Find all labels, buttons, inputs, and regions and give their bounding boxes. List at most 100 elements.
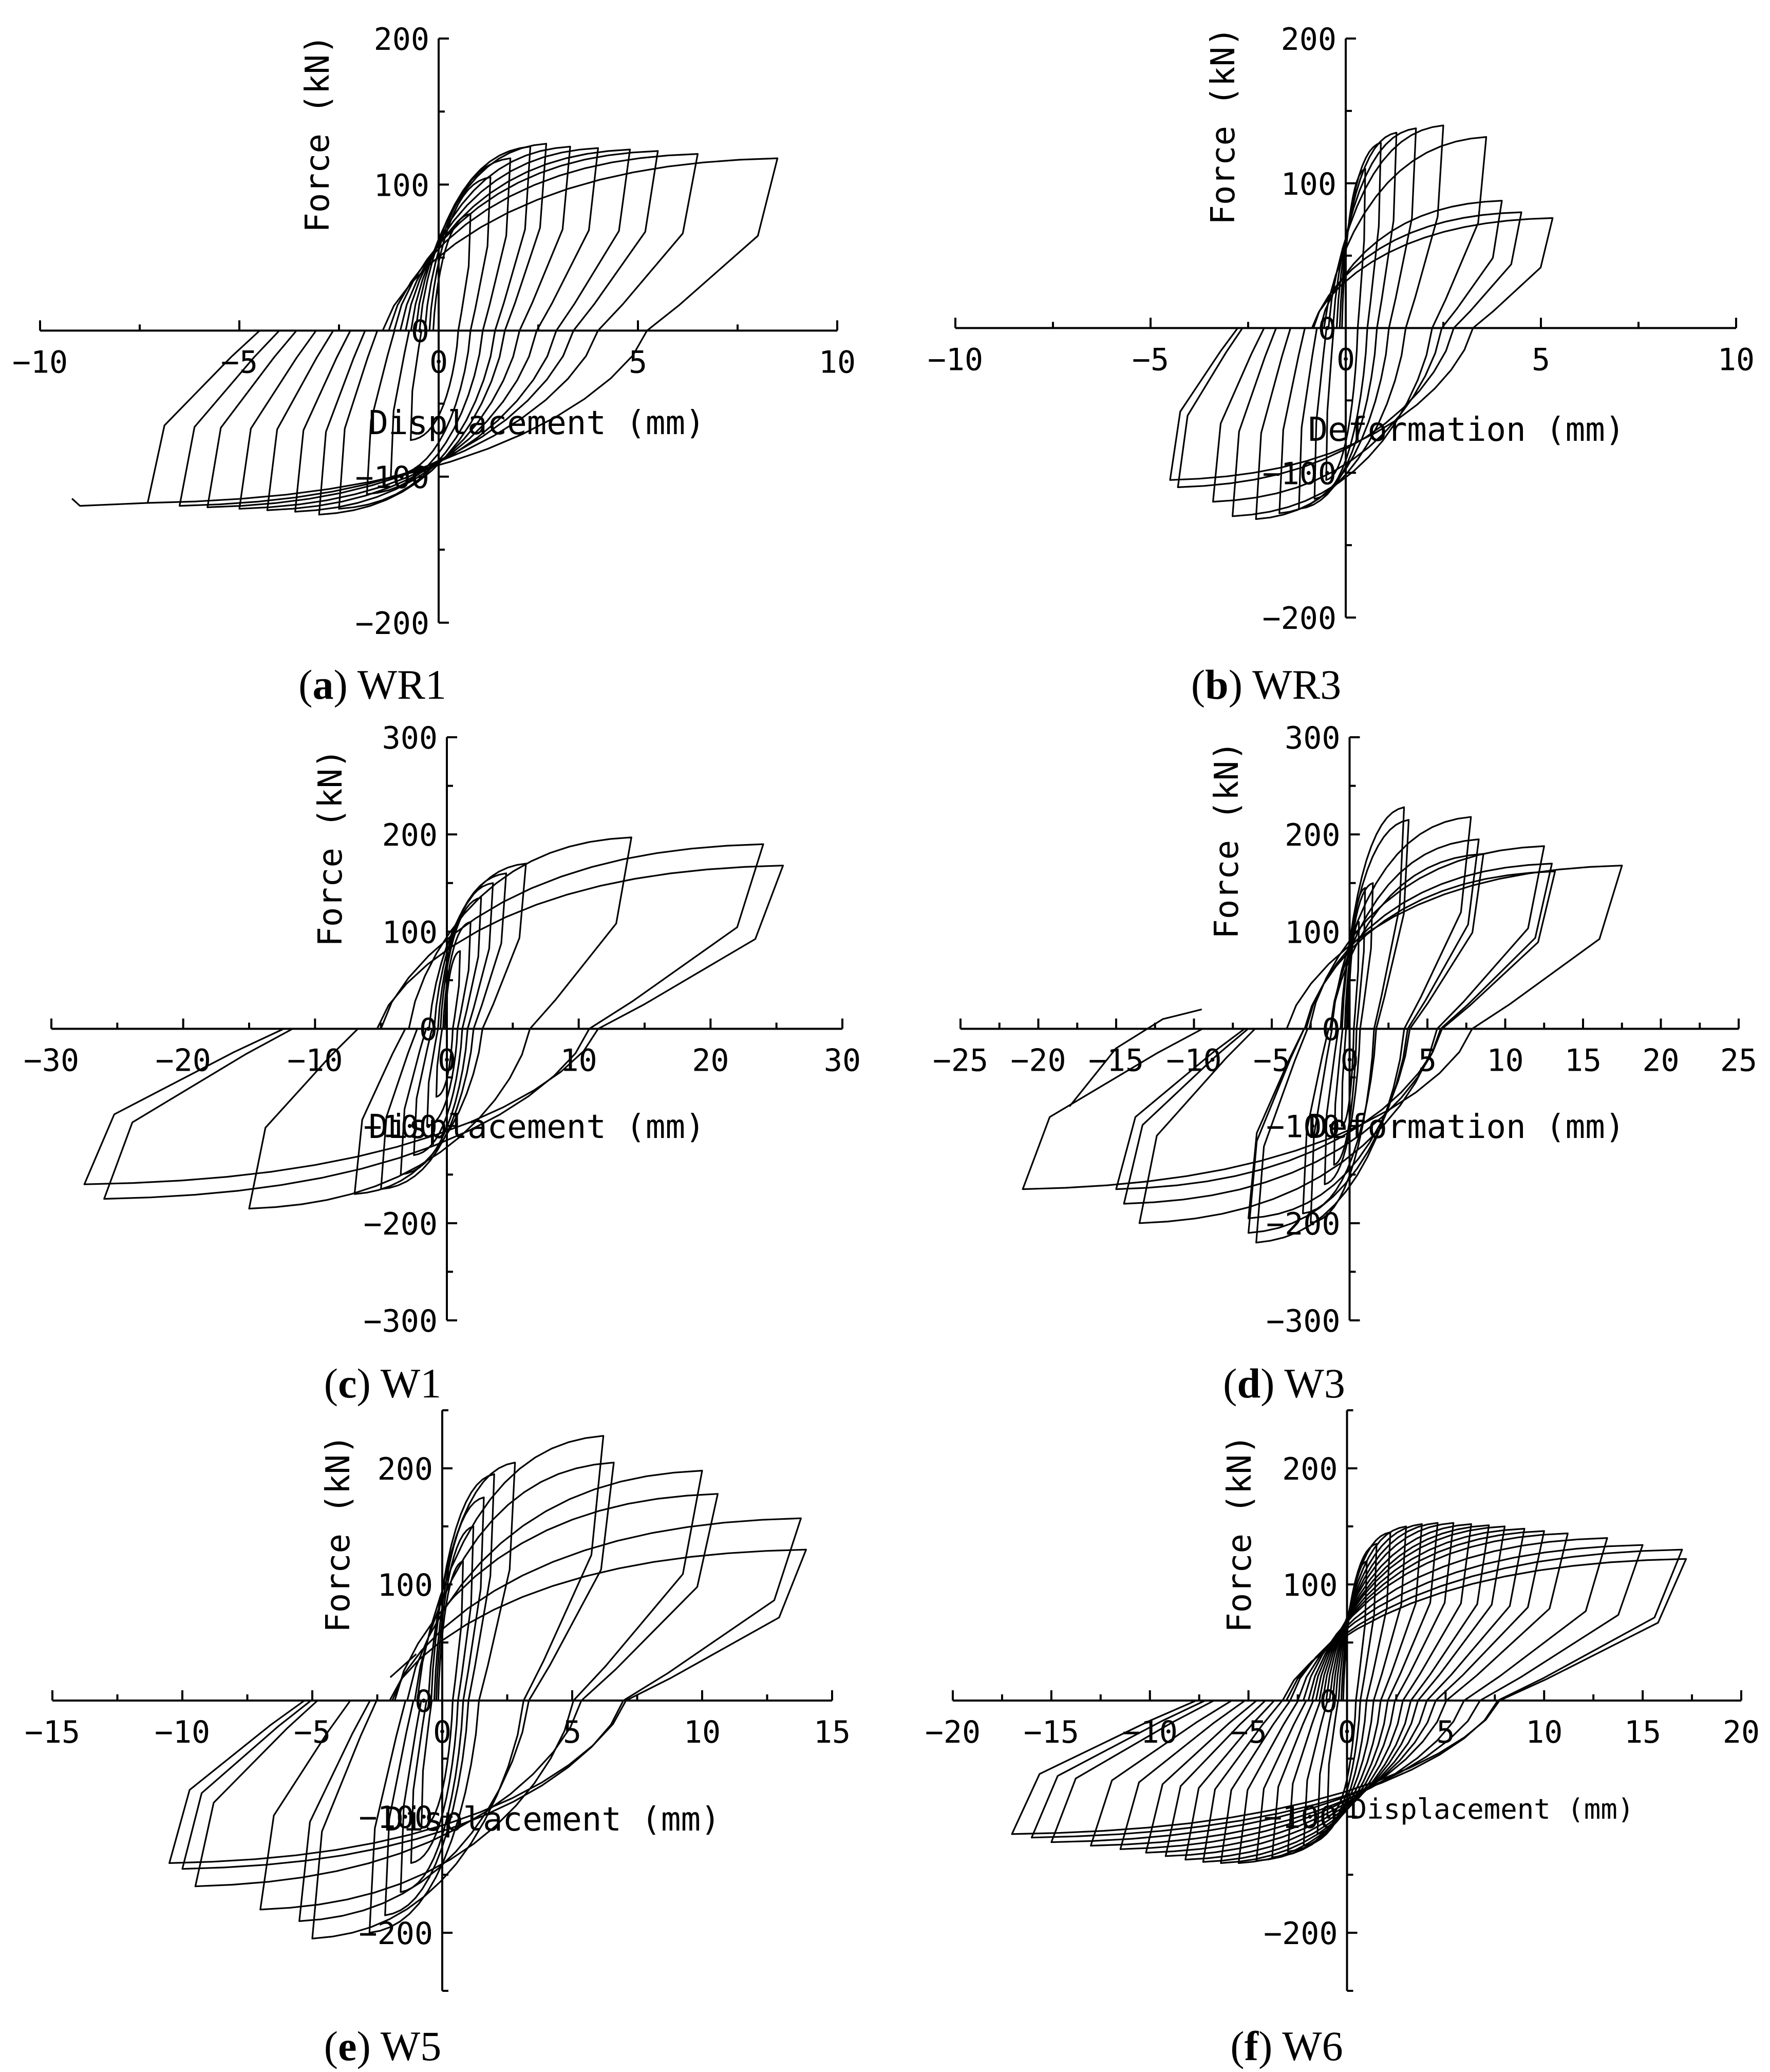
hysteresis-loop (413, 897, 482, 1156)
hysteresis-loop (311, 1435, 605, 1939)
x-tick-label: 15 (1565, 1043, 1602, 1079)
y-tick-label: −200 (364, 1206, 438, 1242)
x-tick-label: 0 (1336, 342, 1355, 378)
x-axis-title: Displacement (mm) (1350, 1793, 1634, 1825)
x-axis-title: Displacement (mm) (368, 1108, 705, 1146)
hysteresis-loop (318, 143, 548, 516)
x-tick-label: 10 (1718, 342, 1755, 378)
hysteresis-loop (168, 1548, 807, 1864)
panel-caption: (e) W5 (324, 2023, 441, 2069)
panel-caption: (d) W3 (1223, 1360, 1345, 1407)
hysteresis-loop (146, 157, 779, 504)
x-tick-label: 10 (1526, 1714, 1562, 1750)
x-tick-label: 10 (819, 345, 856, 381)
hysteresis-loop (420, 1560, 464, 1830)
hysteresis-loop (1341, 921, 1360, 1127)
panel-caption: (c) W1 (324, 1360, 441, 1407)
tail-curve (71, 498, 148, 507)
x-tick-label: −10 (12, 345, 68, 381)
y-axis-title: Force (kN) (1208, 741, 1246, 939)
hysteresis-loop (1169, 217, 1554, 481)
hysteresis-loop (238, 148, 631, 510)
x-tick-label: −20 (155, 1043, 211, 1079)
hysteresis-loop (1011, 1558, 1687, 1835)
hysteresis-loop (1298, 132, 1398, 510)
hysteresis-loop (298, 1462, 615, 1922)
hysteresis-loop (248, 836, 632, 1210)
hysteresis-loop (1177, 211, 1522, 488)
y-tick-label: −200 (359, 1916, 434, 1952)
hysteresis-loop (259, 1469, 703, 1911)
hysteresis-loop (1184, 1525, 1506, 1861)
y-tick-label: 200 (382, 817, 438, 853)
hysteresis-loop (1022, 865, 1623, 1190)
x-tick-label: 5 (1532, 342, 1550, 378)
hysteresis-loop (1255, 1522, 1439, 1862)
hysteresis-loop (1030, 1548, 1683, 1839)
x-tick-label: 25 (1720, 1043, 1757, 1079)
hysteresis-loop (1310, 806, 1405, 1224)
x-tick-label: 20 (1723, 1714, 1760, 1750)
x-tick-label: −20 (925, 1714, 981, 1750)
hysteresis-loop (1050, 1544, 1644, 1843)
panel-e: −15 −10 −5 0 5 10 15−200−1000100200Displacemen… (25, 1409, 851, 2069)
x-tick-label: 10 (684, 1714, 721, 1750)
hysteresis-loop (426, 921, 472, 1127)
y-tick-label: 200 (1285, 817, 1340, 853)
hysteresis-loop (384, 1473, 495, 1916)
x-tick-label: −15 (1024, 1714, 1079, 1750)
y-tick-label: 200 (1281, 22, 1336, 58)
hysteresis-loop (103, 843, 764, 1200)
x-tick-label: 5 (563, 1714, 581, 1750)
y-tick-label: 100 (382, 914, 438, 950)
hysteresis-loop (194, 1493, 719, 1888)
y-tick-label: 300 (382, 720, 438, 756)
x-tick-label: 15 (814, 1714, 851, 1750)
x-tick-label: 20 (692, 1043, 729, 1079)
y-tick-label: −200 (1263, 601, 1337, 637)
x-tick-label: 0 (429, 345, 448, 381)
hysteresis-loop (1123, 863, 1553, 1205)
hysteresis-loop (435, 950, 461, 1098)
y-tick-label: 100 (1281, 166, 1336, 202)
hysteresis-loop (1164, 1527, 1526, 1857)
x-tick-label: −20 (1010, 1043, 1066, 1079)
panel-d: −25 −20 −15 −10 −5 0 5 10 15 20 25−300−200−1000100… (933, 720, 1757, 1407)
x-tick-label: −25 (933, 1043, 988, 1079)
x-tick-label: −10 (155, 1714, 210, 1750)
y-axis-title: Force (kN) (312, 749, 350, 946)
hysteresis-loop (266, 147, 599, 511)
y-tick-label: −100 (359, 1800, 434, 1836)
hysteresis-loop (368, 1462, 516, 1934)
y-tick-label: 100 (378, 1567, 433, 1603)
panel-c: −30 −20 −10 0 10 20 30−300−200−1000100200300Di… (24, 720, 861, 1407)
y-axis-title: Force (kN) (1221, 1434, 1259, 1632)
x-tick-label: 30 (824, 1043, 861, 1079)
x-tick-label: 0 (433, 1714, 451, 1750)
hysteresis-loop (1212, 200, 1503, 503)
hysteresis-loop (1237, 1522, 1455, 1864)
x-tick-label: −15 (25, 1714, 80, 1750)
y-tick-label: 200 (378, 1451, 433, 1487)
y-tick-label: −200 (1264, 1916, 1338, 1952)
hysteresis-loop (1232, 136, 1487, 517)
y-tick-label: 200 (1282, 1451, 1338, 1487)
hysteresis-loop (294, 145, 571, 513)
hysteresis-loop (353, 863, 527, 1195)
hysteresis-loop (206, 150, 659, 508)
panel-caption: (a) WR1 (298, 661, 446, 708)
x-axis-title: Displacement (mm) (368, 404, 705, 442)
hysteresis-loop (1255, 124, 1444, 520)
x-tick-label: −5 (294, 1714, 331, 1750)
hysteresis-loop (410, 1525, 475, 1864)
y-tick-label: 300 (1285, 720, 1340, 756)
y-tick-label: −200 (355, 606, 430, 642)
hysteresis-loop (83, 865, 784, 1185)
y-axis-title: Force (kN) (299, 34, 337, 232)
hysteresis-loop (1248, 838, 1480, 1234)
x-tick-label: 15 (1624, 1714, 1661, 1750)
panel-caption: (f) W6 (1230, 2023, 1343, 2069)
